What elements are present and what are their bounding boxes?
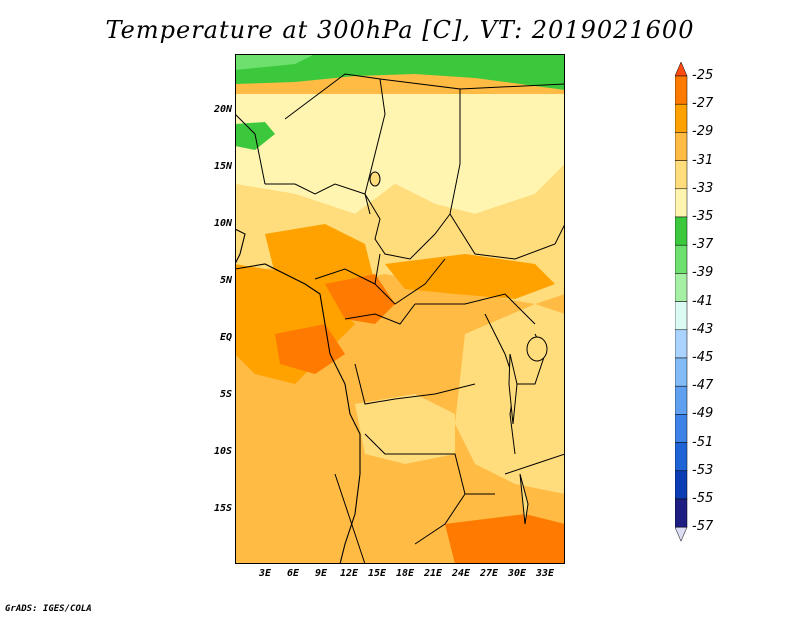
colorbar-segment <box>675 160 688 190</box>
map-panel <box>235 54 565 564</box>
lat-label-5s: 5S <box>219 389 232 400</box>
lon-label-12e: 12E <box>339 568 359 579</box>
lat-label-15s: 15S <box>213 503 232 514</box>
lon-label-24e: 24E <box>451 568 471 579</box>
lon-label-3e: 3E <box>258 568 272 579</box>
colorbar-label: -41 <box>692 293 714 309</box>
lon-label-6e: 6E <box>286 568 300 579</box>
country-borders <box>235 73 565 564</box>
colorbar-label: -31 <box>692 152 714 168</box>
colorbar-label: -47 <box>692 378 714 394</box>
lon-label-9e: 9E <box>314 568 328 579</box>
contour-minus35 <box>235 94 565 214</box>
lon-label-18e: 18E <box>395 568 415 579</box>
contour-minus27-south <box>445 514 565 564</box>
colorbar-label: -37 <box>692 237 714 253</box>
lon-label-33e: 33E <box>535 568 555 579</box>
coastline <box>235 228 361 564</box>
contour-minus39 <box>235 54 315 70</box>
colorbar-segment <box>675 357 688 387</box>
colorbar-label: -33 <box>692 180 714 196</box>
colorbar-segment <box>675 216 688 246</box>
colorbar-label: -57 <box>692 519 714 535</box>
chart-title: Temperature at 300hPa [C], VT: 201902160… <box>105 16 695 44</box>
colorbar-segment <box>675 470 688 500</box>
colorbar-label: -35 <box>692 209 714 224</box>
colorbar-label: -25 <box>692 68 714 83</box>
colorbar-segment <box>675 385 688 415</box>
colorbar-label: -39 <box>692 265 714 281</box>
lat-label-eq: EQ <box>219 332 232 343</box>
colorbar-segment <box>675 103 688 133</box>
lat-label-5n: 5N <box>219 275 232 286</box>
colorbar-segment <box>675 329 688 359</box>
contour-minus33-center <box>355 394 455 464</box>
lon-label-15e: 15E <box>367 568 387 579</box>
colorbar-segment <box>675 244 688 274</box>
colorbar-label: -27 <box>692 96 714 112</box>
lon-label-27e: 27E <box>479 568 499 579</box>
lon-label-30e: 30E <box>507 568 527 579</box>
colorbar-bottom-arrow <box>675 526 688 542</box>
grads-credit: GrADS: IGES/COLA <box>5 604 92 614</box>
colorbar-top-arrow <box>675 61 688 77</box>
lat-label-20n: 20N <box>213 104 232 115</box>
contour-minus29-n <box>385 254 555 299</box>
colorbar-segment <box>675 301 688 331</box>
colorbar-segment <box>675 442 688 472</box>
colorbar-segment <box>675 414 688 443</box>
colorbar-segment <box>675 273 688 302</box>
lat-label-15n: 15N <box>213 161 232 172</box>
map-border <box>235 54 565 564</box>
colorbar <box>675 61 688 542</box>
colorbar-segment <box>675 75 688 105</box>
colorbar-segment <box>675 132 688 161</box>
colorbar-label: -29 <box>692 124 714 140</box>
colorbar-segment <box>675 498 688 528</box>
colorbar-label: -53 <box>692 462 714 478</box>
colorbar-label: -55 <box>692 491 714 506</box>
colorbar-segment <box>675 188 688 218</box>
colorbar-label: -49 <box>692 406 714 422</box>
lakes <box>369 171 548 525</box>
lon-label-21e: 21E <box>423 568 443 579</box>
colorbar-label: -43 <box>692 321 714 337</box>
temperature-map <box>235 54 565 564</box>
lat-label-10s: 10S <box>213 446 232 457</box>
colorbar-label: -51 <box>692 434 714 450</box>
lat-label-10n: 10N <box>213 218 232 229</box>
contour-minus37 <box>235 54 565 90</box>
colorbar-label: -45 <box>692 350 714 365</box>
